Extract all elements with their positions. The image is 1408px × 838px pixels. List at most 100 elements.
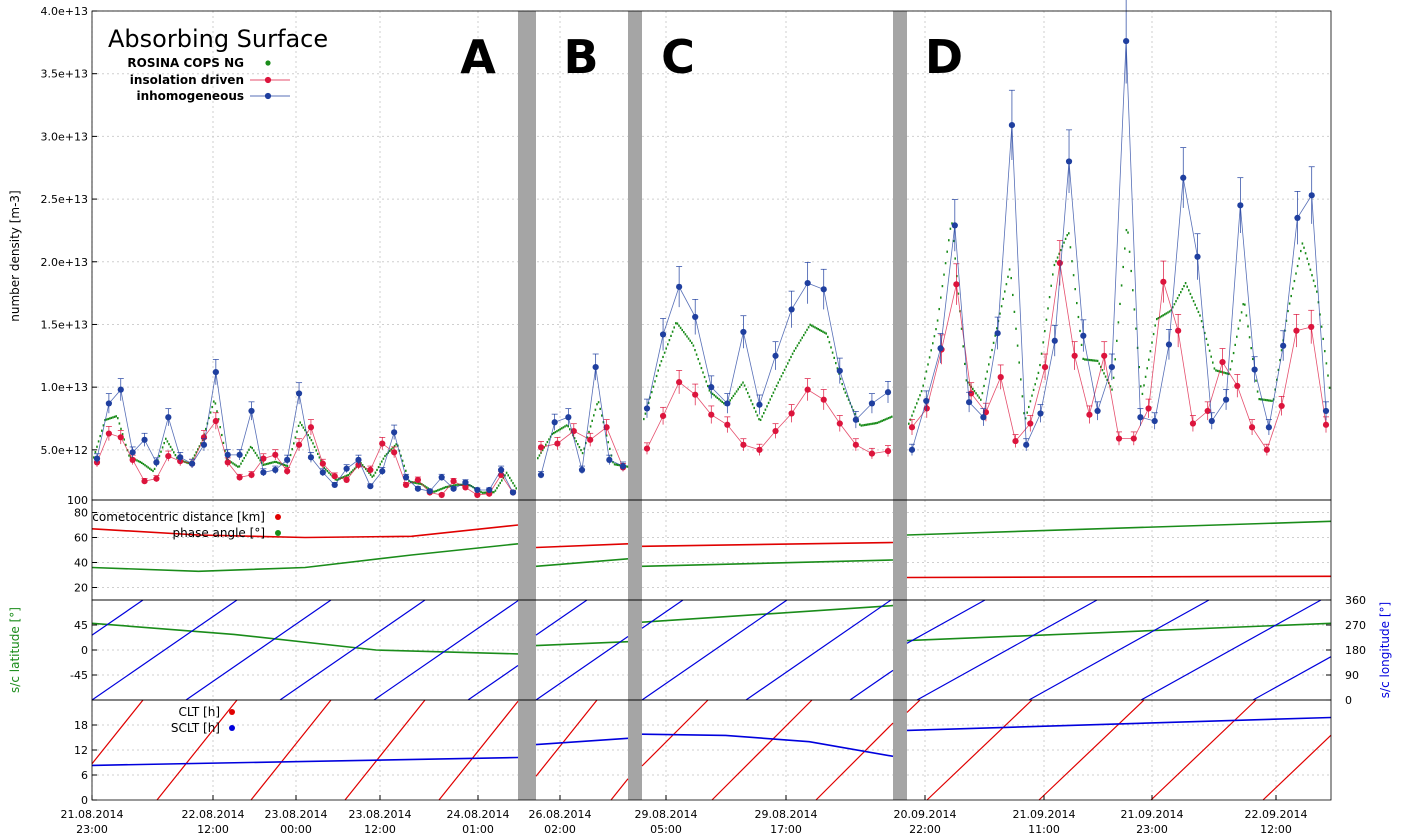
measured-point — [952, 239, 955, 243]
insolation-point — [772, 427, 779, 435]
inhomogeneous-point — [868, 400, 876, 407]
inhomogeneous-point — [105, 400, 112, 407]
measured-point — [254, 451, 257, 455]
measured-point — [1306, 257, 1308, 260]
measured-point — [275, 460, 277, 464]
measured-point — [1144, 375, 1147, 378]
measured-point — [580, 449, 582, 452]
measured-point — [964, 362, 966, 366]
measured-point — [578, 446, 581, 449]
measured-point — [617, 463, 619, 467]
x-tick-label-time: 17:00 — [770, 823, 802, 836]
measured-point — [1252, 357, 1254, 361]
measured-point — [377, 466, 380, 469]
measured-point — [732, 394, 735, 398]
measured-point — [588, 430, 590, 434]
inhomogeneous-point — [165, 414, 172, 421]
insolation-point — [117, 434, 124, 441]
measured-point — [1210, 355, 1212, 358]
measured-point — [790, 355, 792, 359]
measured-point — [1276, 378, 1278, 381]
measured-point — [318, 456, 321, 459]
measured-point — [1156, 317, 1158, 321]
measured-point — [453, 484, 455, 487]
inhomogeneous-point — [236, 451, 243, 458]
inhomogeneous-point — [659, 331, 667, 338]
measured-point — [325, 468, 327, 471]
measured-point — [735, 390, 738, 393]
measured-point — [788, 359, 791, 362]
measured-point — [676, 322, 679, 325]
measured-point — [293, 442, 295, 445]
inhomogeneous-line — [911, 41, 1327, 450]
inhomogeneous-point — [1008, 122, 1016, 129]
measured-point — [699, 362, 701, 365]
insolation-point — [1308, 323, 1315, 331]
measured-point — [454, 484, 457, 487]
measured-point — [1304, 252, 1307, 255]
longitude-line — [641, 599, 788, 701]
legend-item-clt: CLT [h] — [178, 705, 220, 719]
measured-point — [344, 475, 346, 478]
segment-gap-bar — [518, 11, 536, 800]
measured-point — [1240, 311, 1243, 314]
insolation-point — [923, 405, 930, 412]
measured-point — [940, 296, 942, 299]
measured-point — [1076, 301, 1078, 305]
inhomogeneous-point — [177, 454, 184, 461]
measured-point — [393, 444, 396, 448]
measured-point — [1141, 392, 1144, 396]
longitude-line — [185, 599, 332, 701]
measured-point — [1068, 232, 1070, 235]
measured-point — [245, 454, 247, 457]
clt-line — [711, 699, 813, 801]
measured-point — [221, 433, 223, 437]
measured-point — [1200, 320, 1203, 323]
measured-point — [390, 448, 393, 451]
measured-point — [795, 347, 797, 350]
inhomogeneous-point — [1194, 253, 1201, 260]
measured-point — [1077, 315, 1080, 319]
legend-item-measure: ROSINA COPS NG — [127, 56, 244, 70]
measured-point — [643, 417, 645, 421]
measured-point — [820, 329, 823, 332]
measured-point — [771, 394, 773, 398]
measured-point — [264, 463, 266, 466]
insolation-point — [248, 471, 255, 479]
inhomogeneous-point — [708, 384, 715, 391]
inhomogeneous-point — [414, 485, 422, 492]
measured-point — [865, 423, 867, 426]
measured-point — [433, 490, 436, 493]
insolation-point — [953, 281, 960, 288]
measured-point — [392, 446, 394, 449]
measured-point — [1192, 300, 1195, 303]
insolation-point — [820, 396, 827, 403]
latitude-line — [91, 622, 519, 655]
measured-point — [368, 471, 370, 474]
clt-line — [156, 699, 238, 801]
insolation-point — [537, 444, 545, 451]
insolation-point — [224, 459, 231, 466]
segment-gap-bar — [893, 11, 907, 800]
measured-point — [248, 448, 250, 451]
measured-point — [948, 239, 950, 242]
measured-point — [1071, 260, 1073, 263]
insolation-point — [1130, 435, 1137, 442]
measured-point — [376, 468, 378, 472]
measured-point — [230, 461, 233, 464]
clt-line — [926, 699, 1033, 801]
measured-point — [1090, 359, 1092, 362]
measured-point — [812, 325, 815, 328]
measured-point — [432, 490, 434, 493]
measured-point — [309, 436, 311, 439]
measured-point — [1292, 287, 1294, 290]
measured-point — [992, 341, 995, 344]
measured-point — [767, 401, 770, 405]
inhomogeneous-point — [740, 328, 747, 336]
measured-point — [171, 448, 173, 451]
measured-point — [796, 344, 799, 347]
measured-point — [1175, 300, 1177, 303]
measured-point — [97, 440, 100, 443]
measured-point — [139, 460, 141, 464]
insolation-point — [708, 411, 715, 418]
